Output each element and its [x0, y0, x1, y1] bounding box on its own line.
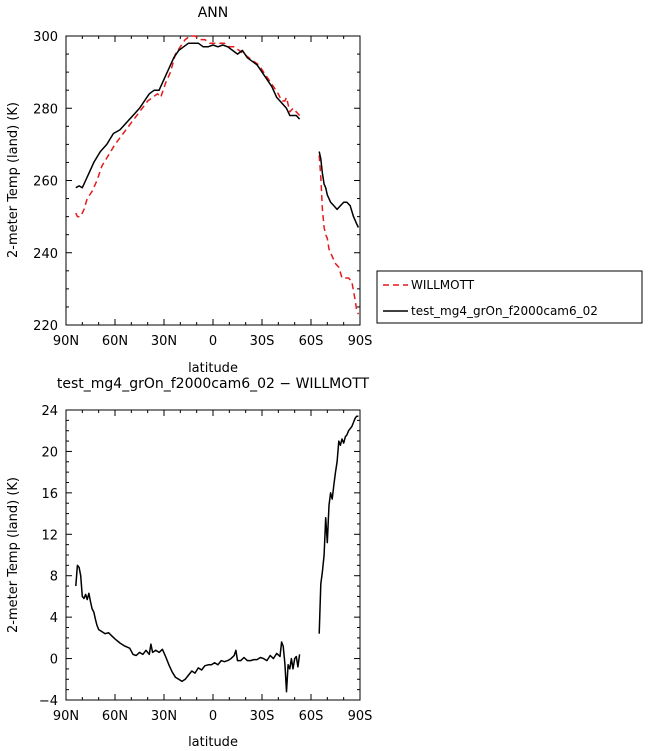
top-y-tick-label: 240	[33, 247, 58, 262]
bottom-panel-title: test_mg4_grOn_f2000cam6_02 − WILLMOTT	[57, 376, 370, 392]
bottom-y-tick-label: 8	[50, 570, 58, 585]
top-panel-ticks: 90N 60N 30N 0 30S 60S 90S 220 240 260 280 300	[33, 30, 372, 349]
bottom-panel-ylabel: 2-meter Temp (land) (K)	[6, 477, 21, 633]
bottom-panel-series	[75, 415, 359, 693]
bottom-panel-frame	[65, 409, 361, 701]
top-x-tick-label: 90N	[53, 334, 79, 349]
top-panel-xlabel: latitude	[188, 361, 238, 376]
bottom-x-tick-label: 90N	[53, 709, 79, 724]
legend: WILLMOTT test_mg4_grOn_f2000cam6_02	[376, 270, 643, 324]
bottom-x-tick-label: 60S	[299, 709, 324, 724]
legend-label-test: test_mg4_grOn_f2000cam6_02	[411, 304, 598, 318]
top-series-1-line	[318, 155, 360, 315]
top-panel-title: ANN	[198, 5, 229, 21]
bottom-y-tick-label: −4	[39, 694, 58, 709]
bottom-y-tick-label: 4	[50, 611, 58, 626]
bottom-x-tick-label: 30S	[250, 709, 275, 724]
bottom-x-tick-label: 60N	[102, 709, 128, 724]
legend-label-willmott: WILLMOTT	[411, 278, 475, 292]
top-x-tick-label: 30S	[250, 334, 275, 349]
top-series-2-line	[75, 42, 301, 189]
top-series-2-line	[318, 151, 360, 228]
top-series-1-line	[75, 35, 301, 218]
bottom-panel: test_mg4_grOn_f2000cam6_02 − WILLMOTT 90…	[6, 376, 372, 750]
bottom-series-1-line	[75, 564, 301, 693]
bottom-y-tick-label: 12	[41, 528, 58, 543]
top-y-tick-label: 300	[33, 30, 58, 45]
top-panel: ANN 90N 60N 30N 0 30S 60S 90S 220 240 260 280 300 l…	[6, 5, 372, 376]
top-x-tick-label: 0	[209, 334, 217, 349]
top-x-tick-label: 60S	[299, 334, 324, 349]
top-panel-frame	[65, 35, 361, 326]
top-y-tick-label: 220	[33, 319, 58, 334]
bottom-y-tick-label: 24	[41, 404, 58, 419]
bottom-panel-ticks: 90N 60N 30N 0 30S 60S 90S −4 0 4 8 12 16 20 24	[39, 404, 373, 724]
bottom-x-tick-label: 90S	[348, 709, 373, 724]
bottom-y-tick-label: 0	[50, 653, 58, 668]
top-x-tick-label: 30N	[151, 334, 177, 349]
top-y-tick-label: 280	[33, 102, 58, 117]
top-x-tick-label: 90S	[348, 334, 373, 349]
bottom-y-tick-label: 20	[41, 445, 58, 460]
bottom-panel-xlabel: latitude	[188, 735, 238, 750]
top-panel-ylabel: 2-meter Temp (land) (K)	[6, 102, 21, 258]
bottom-y-tick-label: 16	[41, 487, 58, 502]
bottom-series-1-line	[318, 415, 359, 634]
bottom-x-tick-label: 0	[209, 709, 217, 724]
top-x-tick-label: 60N	[102, 334, 128, 349]
top-panel-series	[75, 35, 360, 315]
top-y-tick-label: 260	[33, 175, 58, 190]
bottom-x-tick-label: 30N	[151, 709, 177, 724]
legend-box	[376, 270, 643, 324]
